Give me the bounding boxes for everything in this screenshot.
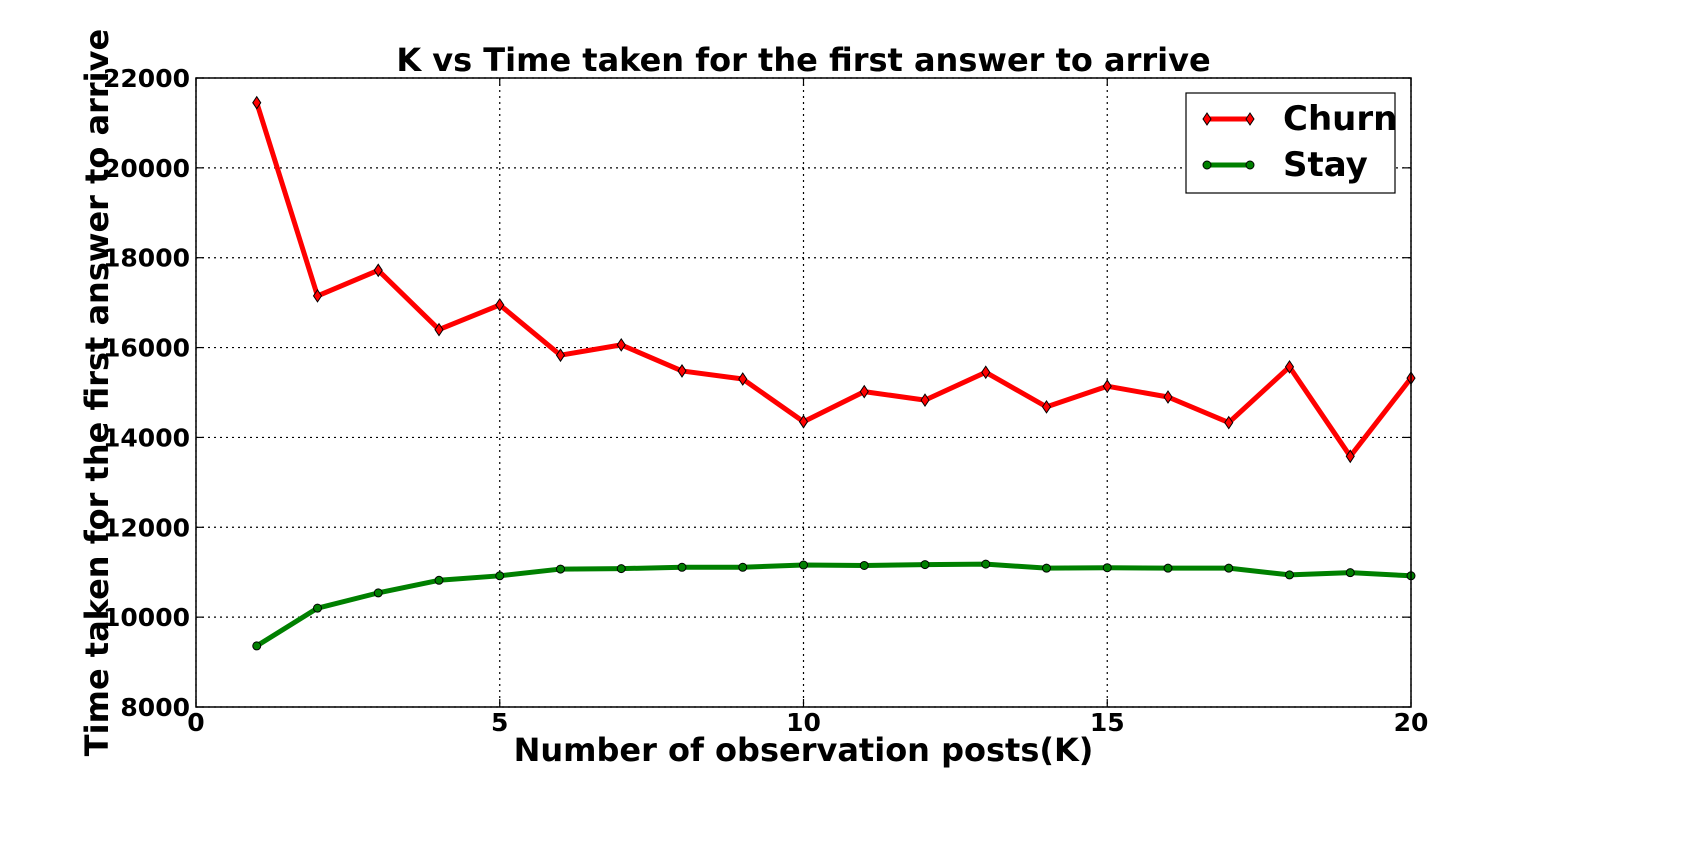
stay-line [255,561,1412,649]
y-tick-label: 8000 [120,693,190,722]
legend-label: Stay [1283,145,1368,185]
stay-point [920,560,930,570]
chart-title: K vs Time taken for the first answer to … [396,41,1210,79]
legend-marker [1245,160,1255,170]
y-tick-label: 22000 [103,64,190,93]
stay-point [859,560,869,570]
legend-item-churn: Churn [1202,99,1397,139]
legend-item-stay: Stay [1202,145,1368,185]
y-tick-label: 16000 [103,334,190,363]
legend-marker [1202,160,1212,170]
churn-point [1345,449,1355,464]
stay-point [1345,568,1355,578]
churn-point [1102,379,1112,394]
legend: Churn Stay [1185,92,1397,194]
y-tick-label: 10000 [103,603,190,632]
churn-point [859,384,869,399]
stay-point [799,560,808,570]
x-tick-label: 5 [491,708,508,737]
stay-point [1042,563,1051,573]
stay-point [313,603,322,613]
stay-point [1224,563,1234,573]
churn-point [252,95,262,110]
churn-point [1163,390,1173,404]
y-axis-label: Time taken for the first answer to arriv… [78,29,116,756]
y-tick-label: 14000 [103,423,190,452]
churn-point [373,263,383,278]
stay-point [616,564,626,574]
churn-point [798,414,809,429]
legend-marker [1245,112,1255,126]
series-churn [252,95,1416,464]
churn-point [677,364,687,378]
stay-point [1285,570,1294,580]
churn-point [495,297,505,312]
churn-point [616,337,626,352]
x-tick-label: 15 [1090,708,1125,737]
x-axis-label: Number of observation posts(K) [514,731,1094,769]
churn-point [1041,399,1052,414]
stay-point [252,641,262,651]
churn-point [738,372,748,386]
churn-line [254,101,1413,459]
stay-point [738,562,748,572]
stay-point [981,559,991,569]
churn-point [312,289,323,303]
x-tick-label: 20 [1394,708,1429,737]
legend-marker [1202,112,1212,126]
churn-point [1224,415,1234,430]
churn-point [434,322,444,337]
stay-point [1102,563,1112,573]
churn-point [920,393,930,408]
churn-point [555,348,566,363]
stay-point [373,588,383,598]
churn-point [981,365,991,380]
x-tick-label: 0 [187,708,204,737]
y-tick-label: 12000 [103,513,190,542]
stay-point [1163,563,1173,573]
y-tick-label: 20000 [103,154,190,183]
tick-labels: 0 5 10 15 20 8000 10000 12000 14000 16000 18000 200… [103,64,1428,737]
stay-point [495,571,505,581]
series-layer [252,95,1416,651]
stay-point [556,564,565,574]
y-tick-label: 18000 [103,244,190,273]
x-tick-label: 10 [786,708,821,737]
stay-point [434,575,444,585]
legend-box [1185,92,1396,194]
legend-label: Churn [1283,99,1397,139]
stay-point [677,562,687,572]
series-stay [252,559,1416,651]
churn-point [1284,359,1295,374]
